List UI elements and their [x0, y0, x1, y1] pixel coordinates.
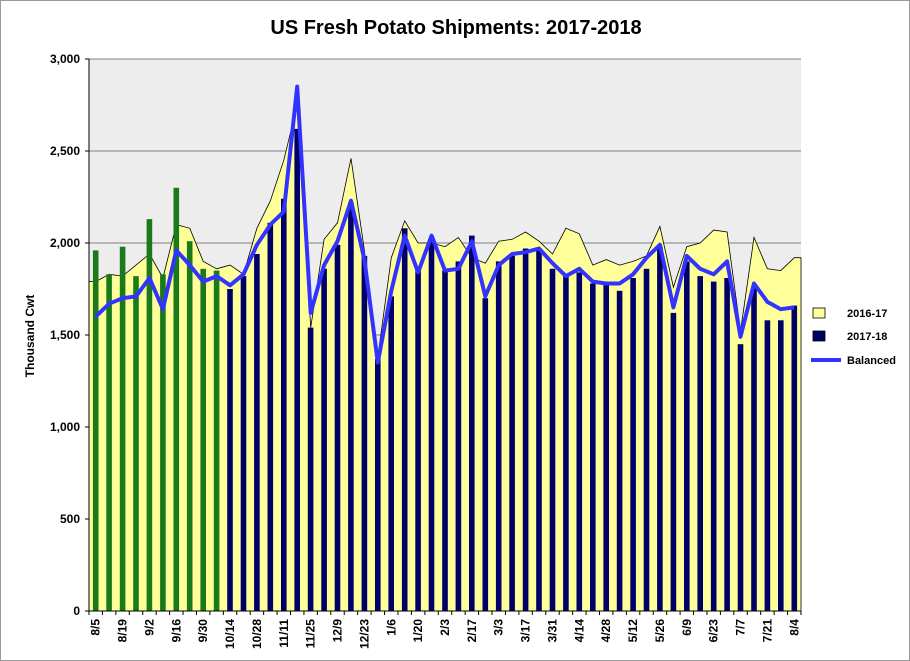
legend-label-2017-18: 2017-18: [847, 331, 887, 343]
x-tick-label: 8/19: [116, 619, 130, 643]
bar-2017-18: [684, 261, 690, 611]
x-tick-label: 12/23: [357, 619, 371, 649]
bar-2017-18: [576, 272, 583, 611]
bar-2017-18: [254, 254, 260, 611]
x-tick-label: 1/20: [411, 619, 425, 643]
bar-2017-18: [267, 222, 274, 612]
y-tick-label: 0: [73, 604, 80, 618]
x-tick-label: 4/14: [572, 619, 586, 643]
bar-2017-18: [737, 344, 744, 611]
bar-2017-18: [482, 298, 489, 611]
x-tick-label: 2/3: [438, 619, 452, 636]
legend-label-balanced: Balanced: [847, 355, 896, 367]
bar-2017-18: [348, 202, 354, 611]
legend-swatch-2016-17: [812, 307, 826, 319]
x-tick-label: 10/28: [250, 619, 264, 649]
bar-2017-18: [213, 270, 220, 611]
x-tick-label: 9/2: [143, 619, 157, 636]
x-tick-label: 6/9: [680, 619, 694, 636]
x-tick-label: 1/6: [384, 619, 398, 636]
bar-2017-18: [200, 268, 206, 611]
bar-2017-18: [307, 327, 314, 611]
x-tick-label: 6/23: [707, 619, 721, 643]
bar-2017-18: [697, 276, 703, 611]
legend-label-2016-17: 2016-17: [847, 308, 887, 320]
bar-2017-18: [240, 276, 247, 611]
y-tick-label: 2,500: [50, 144, 80, 158]
x-tick-label: 4/28: [599, 619, 613, 643]
x-tick-label: 9/16: [169, 619, 183, 643]
x-tick-label: 3/3: [492, 619, 506, 636]
x-tick-label: 12/9: [331, 619, 345, 643]
bar-2017-18: [670, 312, 677, 611]
legend-swatch-2017-18: [812, 330, 826, 342]
x-tick-label: 8/4: [787, 619, 801, 636]
x-tick-label: 10/14: [223, 619, 237, 649]
legend: 2016-17 2017-18 Balanced: [811, 307, 896, 367]
y-axis-label: Thousand Cwt: [23, 295, 37, 378]
x-tick-label: 11/25: [304, 619, 318, 649]
bar-2017-18: [603, 283, 609, 611]
x-tick-label: 2/17: [465, 619, 479, 643]
bar-2017-18: [92, 250, 99, 611]
bar-2017-18: [388, 296, 394, 611]
bar-2017-18: [791, 305, 798, 611]
bar-2017-18: [522, 248, 529, 611]
bar-2017-18: [227, 289, 233, 611]
x-tick-label: 5/12: [626, 619, 640, 643]
bar-2017-18: [173, 187, 180, 612]
bar-2017-18: [334, 244, 341, 612]
bar-2017-18: [724, 278, 730, 611]
bar-2017-18: [509, 255, 515, 611]
x-tick-label: 3/17: [519, 619, 533, 643]
chart-title: US Fresh Potato Shipments: 2017-2018: [270, 17, 641, 39]
bar-2017-18: [536, 250, 542, 611]
x-tick-label: 7/21: [760, 619, 774, 643]
x-tick-label: 5/26: [653, 619, 667, 643]
x-tick-label: 7/7: [734, 619, 748, 636]
bar-2017-18: [469, 235, 475, 611]
bar-2017-18: [616, 290, 623, 611]
plot-area: 0 500 1,000 1,500 2,000 2,500 3,000 8/5 8/19 9/2 9…: [50, 52, 802, 649]
bar-2017-18: [160, 274, 166, 611]
bar-2017-18: [643, 268, 650, 611]
bar-2017-18: [495, 261, 502, 611]
bar-2017-18: [133, 276, 139, 611]
bar-2017-18: [119, 246, 126, 611]
bar-2017-18: [455, 261, 462, 611]
y-tick-label: 2,000: [50, 236, 80, 250]
line-series-balanced: [94, 84, 795, 365]
x-tick-label: 11/11: [277, 619, 291, 648]
bar-2017-18: [415, 266, 421, 611]
bar-2017-18: [778, 320, 784, 611]
y-tick-label: 500: [60, 512, 80, 526]
bar-2017-18: [751, 287, 757, 611]
y-tick-label: 3,000: [50, 52, 80, 66]
bar-2017-18: [186, 241, 193, 611]
bar-2017-18: [146, 219, 153, 611]
bar-2017-18: [375, 358, 381, 611]
bar-2017-18: [106, 274, 112, 611]
bar-2017-18: [321, 268, 327, 611]
bar-2017-18: [657, 246, 663, 611]
bar-2017-18: [428, 241, 435, 611]
y-tick-label: 1,000: [50, 420, 80, 434]
x-tick-label: 9/30: [196, 619, 210, 643]
bar-2017-18: [442, 270, 448, 611]
x-tick-label: 8/5: [89, 619, 103, 636]
bar-2017-18: [630, 278, 636, 611]
bar-2017-18: [563, 276, 569, 611]
y-tick-label: 1,500: [50, 328, 80, 342]
bar-2017-18: [590, 283, 596, 611]
bar-2017-18: [764, 320, 771, 611]
bar-2017-18: [549, 268, 556, 611]
bar-2017-18: [710, 281, 717, 611]
x-tick-label: 3/31: [546, 619, 560, 643]
bar-2017-18: [294, 128, 300, 611]
bar-2017-18: [361, 255, 368, 611]
bar-2017-18: [401, 228, 408, 612]
bar-2017-18: [281, 198, 287, 612]
